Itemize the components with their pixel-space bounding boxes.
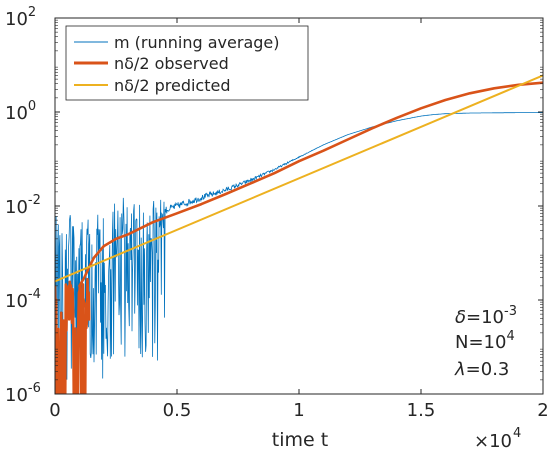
x-tick-label: 0: [49, 400, 60, 421]
y-tick-label: 10-4: [5, 287, 41, 312]
series-predicted: [55, 74, 543, 283]
legend-label-predicted: nδ/2 predicted: [114, 76, 230, 95]
legend: m (running average) nδ/2 observed nδ/2 p…: [65, 25, 309, 101]
series-observed: [55, 81, 543, 394]
annotation-lambda: λ=0.3: [454, 359, 509, 380]
x-tick-label: 2: [537, 400, 548, 421]
y-tick-label: 100: [5, 99, 36, 124]
x-tick-label: 1: [293, 400, 304, 421]
annotation-delta: δ=10-3: [455, 304, 517, 328]
y-tick-label: 102: [5, 5, 36, 30]
annotation-n: N=104: [455, 329, 515, 353]
x-tick-label: 1.5: [407, 400, 436, 421]
series-m-running-average: [55, 112, 543, 380]
x-axis-label: time t: [272, 429, 328, 451]
x-tick-label: 0.5: [163, 400, 192, 421]
series-layer: [55, 74, 543, 394]
parameter-annotations: δ=10-3 N=104 λ=0.3: [454, 304, 517, 380]
y-tick-label: 10-6: [5, 381, 41, 406]
x-multiplier-exp: 4: [513, 426, 521, 441]
legend-label-observed: nδ/2 observed: [114, 54, 229, 73]
ticks-layer: 0 0.5 1 1.5 2 10-6 10-4 10-2 100 102: [5, 5, 549, 421]
x-multiplier: ×10: [474, 431, 512, 452]
y-tick-label: 10-2: [5, 193, 41, 218]
legend-label-m: m (running average): [114, 33, 279, 52]
